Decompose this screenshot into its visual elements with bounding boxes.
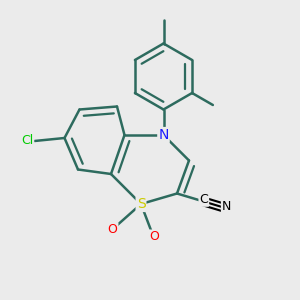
Text: N: N <box>222 200 231 213</box>
Text: S: S <box>136 197 146 211</box>
Text: O: O <box>150 230 159 244</box>
Text: N: N <box>158 128 169 142</box>
Text: O: O <box>108 223 117 236</box>
Text: C: C <box>200 193 208 206</box>
Text: Cl: Cl <box>21 134 33 148</box>
